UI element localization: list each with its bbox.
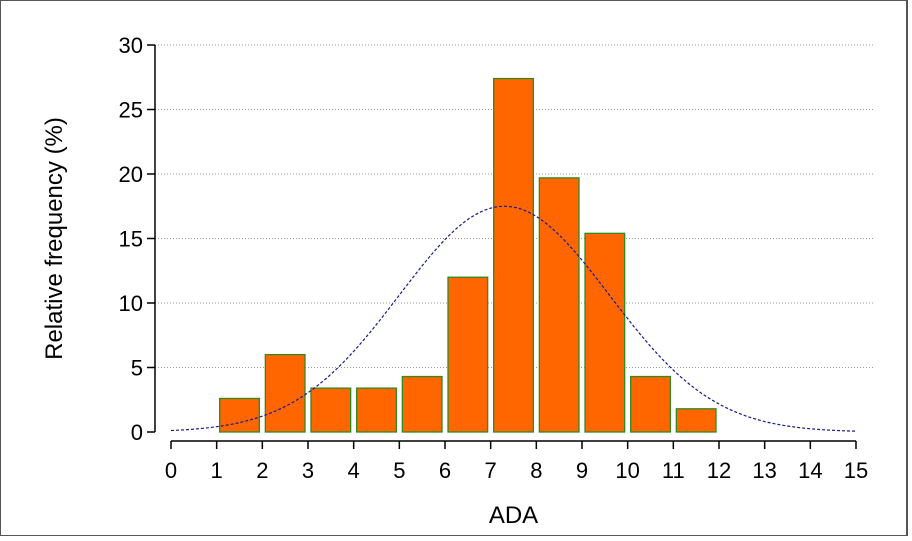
x-tick-label: 0 [165, 458, 177, 483]
bar [447, 276, 489, 433]
y-tick-label: 10 [119, 291, 143, 316]
normal-curve [170, 205, 857, 432]
bar [584, 232, 626, 433]
x-tick-label: 5 [393, 458, 405, 483]
y-tick-label: 20 [119, 162, 143, 187]
bar [675, 408, 717, 433]
y-tick-label: 5 [131, 356, 143, 381]
x-tick-label: 1 [211, 458, 223, 483]
axes [147, 44, 857, 449]
y-tick-label: 25 [119, 98, 143, 123]
x-tick-label: 3 [302, 458, 314, 483]
bar [630, 375, 671, 433]
x-tick-label: 6 [439, 458, 451, 483]
x-tick-label: 11 [662, 458, 685, 483]
x-tick-label: 14 [798, 458, 822, 483]
y-axis-label: Relative frequency (%) [41, 117, 68, 360]
y-tick-label: 0 [131, 420, 143, 445]
x-axis-label: ADA [489, 502, 538, 529]
x-tick-label: 10 [615, 458, 639, 483]
bar [401, 375, 443, 433]
bar [310, 387, 352, 433]
y-tick-label: 30 [119, 33, 143, 58]
x-tick-label: 9 [576, 458, 588, 483]
bar [493, 77, 534, 433]
x-tick-label: 13 [752, 458, 776, 483]
x-tick-label: 7 [485, 458, 497, 483]
bar [356, 387, 397, 433]
x-tick-label: 12 [707, 458, 731, 483]
x-tick-label: 8 [530, 458, 542, 483]
bar [264, 353, 306, 433]
x-tick-label: 2 [256, 458, 268, 483]
bar [219, 397, 260, 433]
y-tick-label: 15 [119, 227, 143, 252]
x-tick-label: 4 [348, 458, 360, 483]
bar [538, 177, 580, 433]
bars [219, 77, 717, 433]
x-tick-label: 15 [844, 458, 868, 483]
